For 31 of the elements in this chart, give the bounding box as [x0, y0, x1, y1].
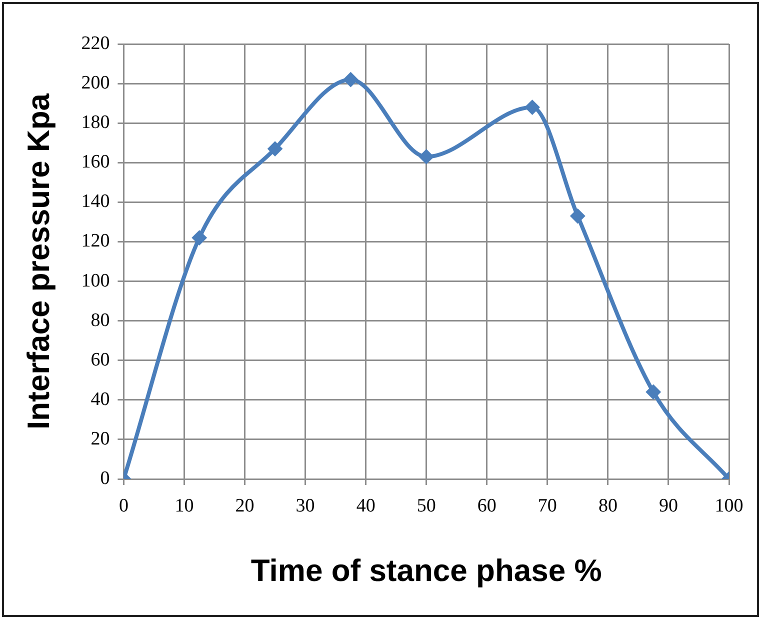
point [418, 149, 434, 164]
y-tick-label: 200 [81, 72, 110, 94]
x-tick-label: 10 [174, 495, 194, 516]
point [570, 208, 586, 224]
y-tick-label: 140 [81, 191, 110, 212]
x-tick-label: 60 [477, 495, 496, 516]
y-tick-label: 120 [81, 230, 110, 252]
y-tick-label: 40 [90, 388, 110, 410]
y-tick-label: 100 [81, 270, 110, 292]
x-tick-label: 30 [296, 495, 315, 516]
point [524, 100, 540, 115]
y-axis-title: Interface pressure Kpa [21, 92, 56, 430]
y-tick-label: 220 [81, 32, 110, 54]
x-tick-label: 100 [714, 495, 744, 516]
x-tick-label: 80 [598, 495, 618, 516]
y-tick-label: 20 [90, 428, 110, 450]
x-tick-label: 50 [416, 495, 436, 516]
x-tick-label: 0 [118, 495, 128, 516]
x-tick-label: 40 [356, 495, 376, 516]
y-tick-label: 160 [81, 152, 110, 173]
point [343, 72, 358, 88]
x-tick-label: 90 [658, 495, 678, 516]
x-axis-title: Time of stance phase % [250, 552, 602, 588]
point [268, 141, 283, 156]
y-tick-label: 180 [81, 112, 110, 134]
y-tick-label: 0 [100, 468, 110, 489]
y-tick-label: 80 [90, 310, 110, 331]
x-tick-label: 20 [235, 495, 254, 516]
y-tick-label: 60 [90, 349, 110, 370]
x-tick-label: 70 [538, 495, 557, 516]
point [192, 230, 207, 246]
